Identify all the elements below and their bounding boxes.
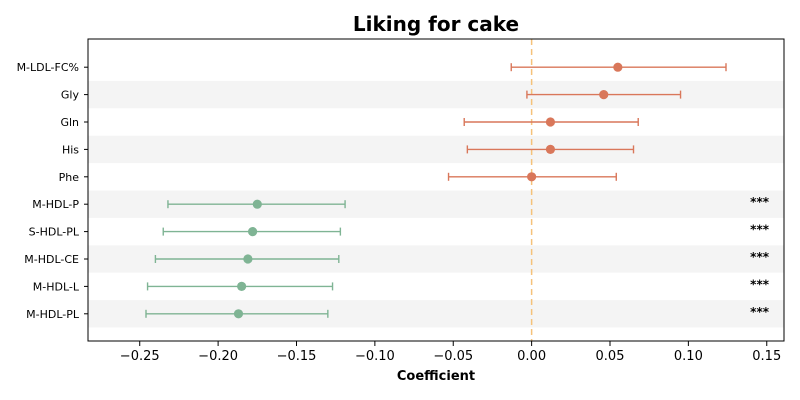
estimate-point: [545, 117, 556, 127]
chart-title: Liking for cake: [353, 12, 519, 36]
y-tick-label: M-HDL-P: [32, 198, 79, 211]
plot-frame: [87, 38, 785, 342]
row-band: [88, 135, 784, 164]
x-axis-title: Coefficient: [397, 369, 475, 384]
x-tick-label: 0.05: [596, 349, 625, 364]
y-tick-label: Gln: [60, 116, 79, 129]
x-tick-label: −0.25: [120, 349, 160, 364]
significance-label: ***: [750, 195, 770, 209]
y-tick-label: M-LDL-FC%: [17, 61, 79, 74]
x-tick-label: −0.10: [355, 349, 395, 364]
y-tick-label: Gly: [61, 89, 80, 102]
significance-label: ***: [750, 223, 770, 237]
estimate-points: [233, 62, 623, 319]
estimate-point: [243, 254, 253, 264]
x-tick-label: −0.05: [433, 349, 473, 364]
x-tick-label: −0.20: [198, 349, 238, 364]
estimate-point: [237, 281, 247, 291]
y-tick-label: S-HDL-PL: [29, 226, 80, 239]
significance-label: ***: [750, 305, 770, 319]
y-tick-label: His: [62, 143, 79, 156]
estimate-point: [613, 62, 623, 72]
y-tick-label: M-HDL-CE: [24, 253, 79, 266]
y-tick-label: M-HDL-PL: [26, 308, 80, 321]
y-tick-label: M-HDL-L: [33, 280, 80, 293]
estimate-point: [247, 227, 258, 237]
estimate-point: [527, 172, 537, 182]
estimate-point: [545, 144, 556, 154]
estimate-point: [252, 199, 262, 209]
x-tick-label: 0.00: [517, 349, 546, 364]
significance-markers: *** *** *** *** ***: [750, 195, 770, 319]
x-tick-label: −0.15: [277, 349, 317, 364]
x-tick-label: 0.10: [674, 349, 703, 364]
significance-label: ***: [750, 277, 770, 291]
x-axis: −0.25 −0.20 −0.15 −0.10 −0.05 0.00 0.05 0.10 0.1…: [120, 341, 781, 364]
x-tick-label: 0.15: [752, 349, 781, 364]
y-tick-label: Phe: [59, 171, 80, 184]
y-axis: M-LDL-FC% Gly Gln His Phe M-HDL-P S-HDL-PL M-HD…: [17, 61, 88, 321]
estimate-point: [233, 309, 244, 319]
estimate-point: [599, 90, 609, 100]
significance-label: ***: [750, 250, 770, 264]
